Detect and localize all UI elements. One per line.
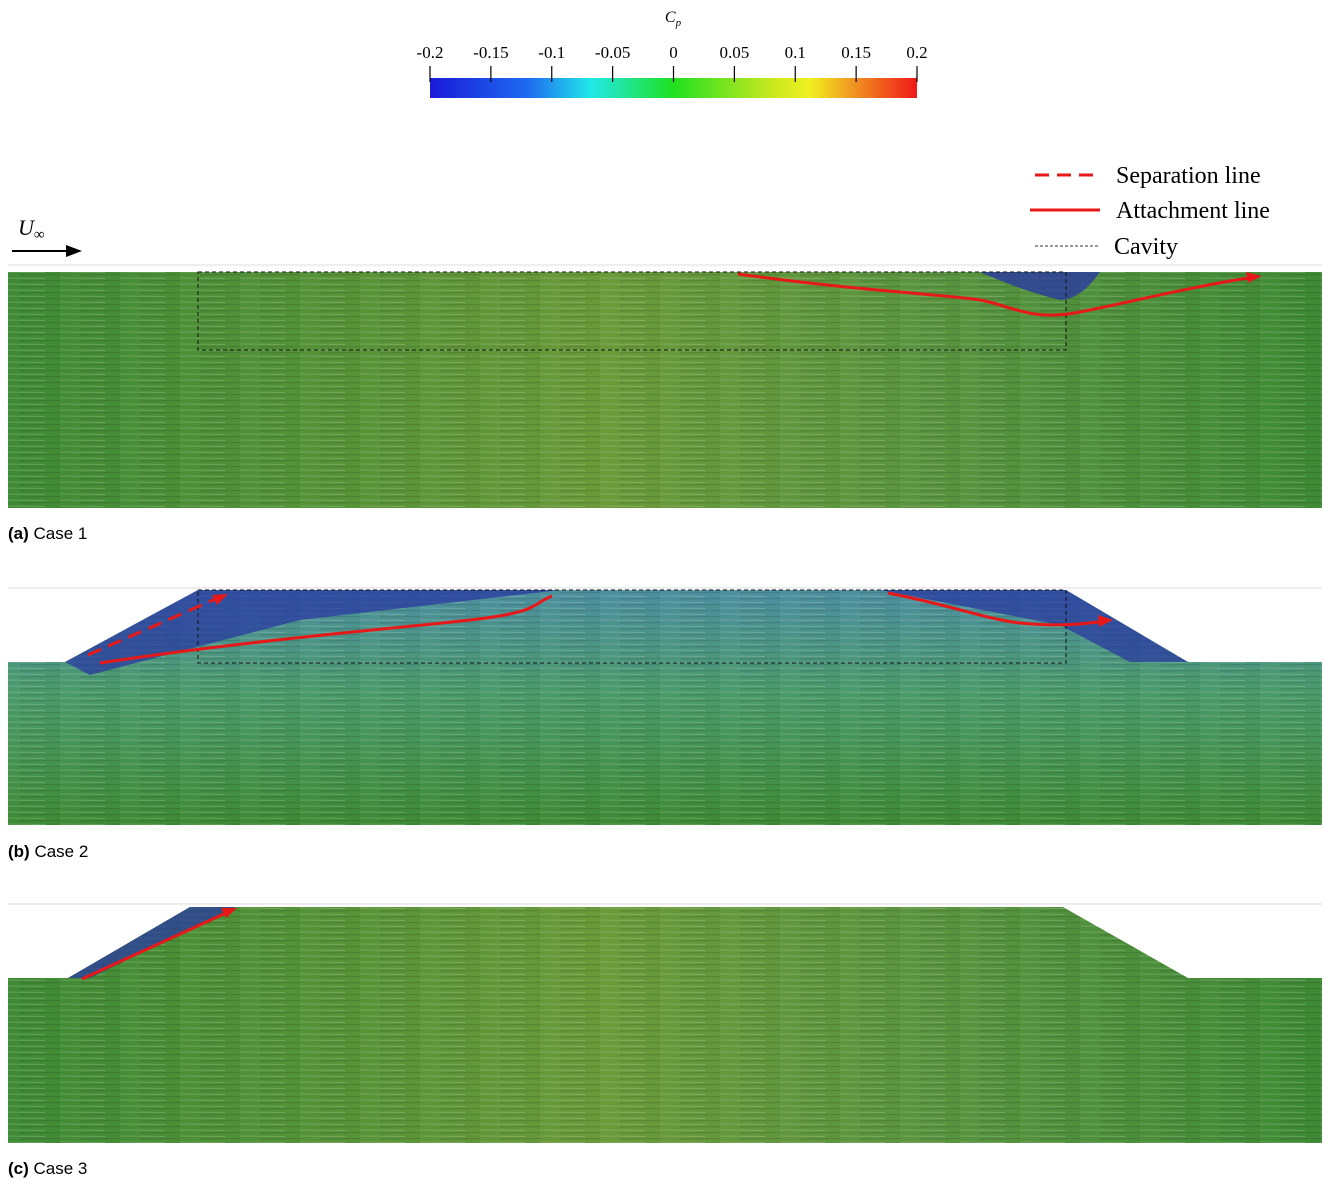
caption-text: Case 1 bbox=[34, 524, 88, 543]
colorbar-tick-label: -0.2 bbox=[417, 43, 444, 62]
colorbar-tick-label: 0.15 bbox=[841, 43, 871, 62]
freestream-subscript: ∞ bbox=[34, 227, 45, 243]
caption-label: (c) bbox=[8, 1159, 29, 1178]
caption-text: Case 2 bbox=[34, 842, 88, 861]
caption-label: (b) bbox=[8, 842, 30, 861]
colorbar-tick-label: 0.1 bbox=[785, 43, 806, 62]
streamlines bbox=[8, 272, 1322, 508]
caption: (c) Case 3 bbox=[8, 1159, 87, 1178]
colorbar-tick-label: 0.2 bbox=[906, 43, 927, 62]
legend-label: Cavity bbox=[1114, 234, 1178, 260]
legend-label: Separation line bbox=[1116, 163, 1261, 189]
arrow-head bbox=[66, 245, 82, 257]
colorbar-symbol: C bbox=[665, 9, 676, 26]
caption-text: Case 3 bbox=[34, 1159, 88, 1178]
freestream-label: U∞ bbox=[18, 215, 45, 243]
streamlines bbox=[8, 907, 1322, 1143]
colorbar-label: Cp bbox=[665, 9, 682, 29]
caption: (a) Case 1 bbox=[8, 524, 87, 543]
caption-label: (a) bbox=[8, 524, 29, 543]
caption: (b) Case 2 bbox=[8, 842, 88, 861]
colorbar-tick-label: -0.05 bbox=[595, 43, 630, 62]
colorbar-ticks: -0.2 -0.15 -0.1 -0.05 0 0.05 0.1 0.15 0.2 bbox=[417, 43, 928, 82]
colorbar-tick-label: -0.15 bbox=[473, 43, 508, 62]
legend-label: Attachment line bbox=[1116, 198, 1270, 224]
colorbar-subscript: p bbox=[675, 17, 682, 29]
colorbar-tick-label: 0 bbox=[669, 43, 678, 62]
colorbar-tick-label: -0.1 bbox=[538, 43, 565, 62]
colorbar-tick-label: 0.05 bbox=[720, 43, 750, 62]
figure: Cp -0.2 -0.15 -0.1 -0.05 0 0.05 0.1 0.15 0.2 Sep… bbox=[0, 0, 1325, 1180]
